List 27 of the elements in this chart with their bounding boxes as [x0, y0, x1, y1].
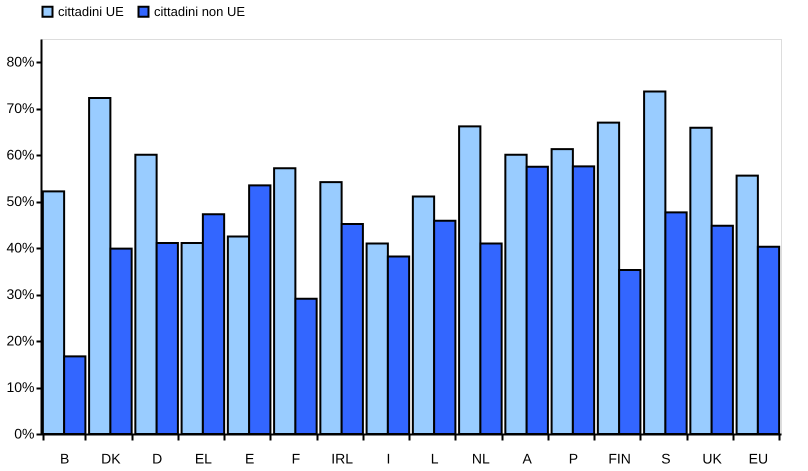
legend-label: cittadini UE — [58, 4, 124, 19]
y-tick-label: 10% — [6, 379, 34, 396]
x-tick-label: P — [568, 450, 578, 466]
x-tick-label: F — [292, 450, 300, 466]
y-tick-label: 40% — [6, 240, 34, 256]
x-tick-label: UK — [702, 450, 723, 466]
x-tick-label: IRL — [331, 450, 354, 466]
y-tick-label: 50% — [6, 193, 34, 210]
x-tick-label: NL — [472, 450, 490, 466]
y-tick-label: 0% — [14, 426, 34, 442]
x-tick-label: EL — [194, 450, 212, 466]
y-tick-label: 80% — [6, 54, 34, 70]
x-tick-label: L — [430, 450, 439, 466]
y-tick-label: 70% — [6, 100, 34, 116]
legend-label: cittadini non UE — [154, 4, 246, 19]
y-tick-label: 30% — [6, 286, 34, 302]
x-tick-label: FIN — [608, 450, 631, 466]
x-tick-label: D — [152, 450, 162, 466]
x-tick-label: S — [661, 450, 671, 466]
y-tick-label: 20% — [6, 332, 34, 349]
x-tick-label: EU — [748, 450, 768, 466]
x-tick-label: B — [60, 450, 70, 466]
x-tick-label: A — [522, 450, 532, 466]
x-tick-label: I — [386, 450, 390, 466]
x-tick-label: DK — [101, 450, 122, 466]
y-tick-label: 60% — [6, 146, 34, 163]
x-tick-label: E — [244, 450, 254, 466]
